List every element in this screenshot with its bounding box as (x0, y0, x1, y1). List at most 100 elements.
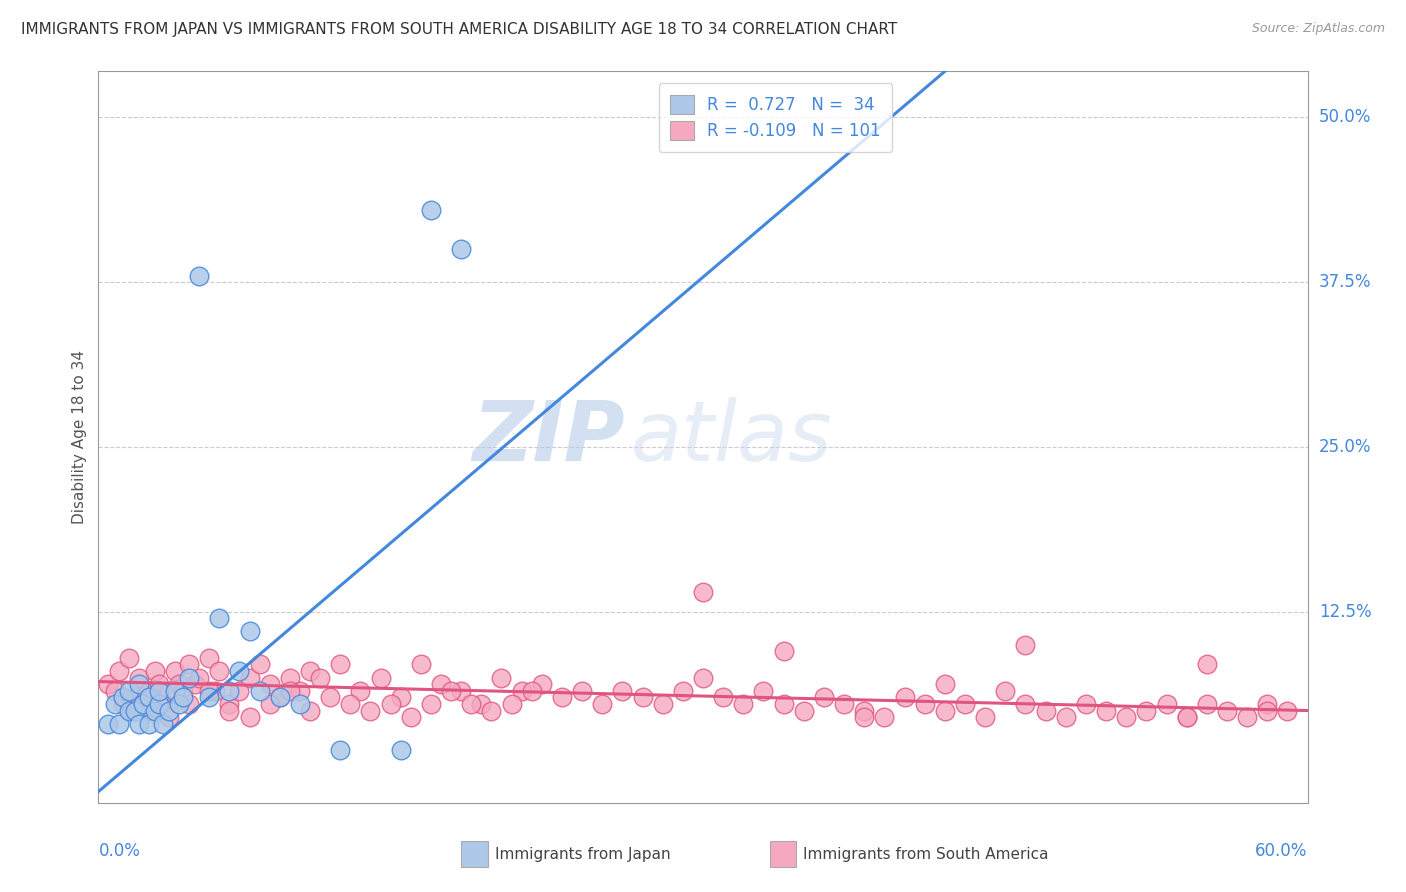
Point (269, 690, 291, 705)
Point (163, 683, 186, 698)
Point (198, 690, 221, 705)
Point (218, 697, 240, 711)
Point (692, 671, 714, 685)
Point (172, 690, 194, 705)
Point (1195, 697, 1218, 711)
Point (551, 690, 574, 705)
Point (138, 690, 160, 705)
Point (1216, 704, 1239, 718)
Point (914, 697, 936, 711)
Point (163, 664, 186, 678)
Point (269, 690, 291, 705)
Point (157, 710, 180, 724)
Point (612, 683, 634, 698)
Point (1135, 704, 1157, 718)
Point (167, 697, 190, 711)
Point (118, 704, 141, 718)
Point (1054, 710, 1077, 724)
Point (138, 683, 160, 698)
Point (299, 664, 322, 678)
Point (118, 650, 141, 665)
Point (128, 716, 150, 731)
Point (501, 697, 523, 711)
Point (360, 704, 382, 718)
Point (430, 677, 453, 691)
Point (179, 697, 201, 711)
Point (399, 710, 422, 724)
Point (389, 743, 412, 757)
Point (329, 743, 352, 757)
Point (124, 704, 146, 718)
Text: Immigrants from South America: Immigrants from South America (803, 847, 1049, 862)
Point (389, 690, 412, 705)
Point (651, 697, 673, 711)
Point (172, 683, 194, 698)
Point (249, 683, 271, 698)
Point (893, 690, 915, 705)
Legend: R =  0.727   N =  34, R = -0.109   N = 101: R = 0.727 N = 34, R = -0.109 N = 101 (659, 83, 893, 152)
Point (103, 697, 125, 711)
Point (1014, 638, 1036, 652)
Point (692, 585, 714, 599)
Point (167, 677, 190, 691)
Point (152, 697, 174, 711)
Point (832, 697, 855, 711)
Point (733, 697, 755, 711)
Point (491, 671, 513, 685)
Point (239, 624, 262, 639)
Point (510, 683, 533, 698)
Point (132, 697, 155, 711)
Point (934, 677, 956, 691)
Point (349, 683, 371, 698)
Point (1095, 704, 1118, 718)
Point (259, 677, 281, 691)
Point (309, 671, 332, 685)
Point (1236, 710, 1258, 724)
Point (953, 697, 976, 711)
Point (143, 664, 166, 678)
Point (1195, 657, 1218, 672)
Point (124, 690, 146, 705)
Point (118, 697, 141, 711)
Text: IMMIGRANTS FROM JAPAN VS IMMIGRANTS FROM SOUTH AMERICA DISABILITY AGE 18 TO 34 C: IMMIGRANTS FROM JAPAN VS IMMIGRANTS FROM… (21, 22, 897, 37)
Point (1115, 710, 1137, 724)
Point (450, 683, 472, 698)
Point (143, 704, 166, 718)
Point (631, 690, 654, 705)
Point (299, 704, 322, 718)
Point (934, 704, 956, 718)
Point (450, 242, 472, 256)
Text: ZIP: ZIP (472, 397, 624, 477)
Point (152, 716, 174, 731)
Point (138, 704, 160, 718)
Point (228, 683, 250, 698)
Point (752, 683, 775, 698)
Point (128, 671, 150, 685)
Point (772, 644, 794, 658)
Point (1277, 704, 1299, 718)
Point (772, 697, 794, 711)
Text: 12.5%: 12.5% (1319, 603, 1371, 621)
Point (239, 710, 262, 724)
Point (370, 671, 392, 685)
Point (128, 677, 150, 691)
Text: Immigrants from Japan: Immigrants from Japan (495, 847, 671, 862)
Point (1156, 697, 1178, 711)
Point (157, 704, 180, 718)
Point (107, 716, 129, 731)
Point (1175, 710, 1198, 724)
Point (974, 710, 997, 724)
Point (1256, 704, 1278, 718)
Point (204, 683, 226, 698)
Point (1035, 704, 1057, 718)
Point (319, 690, 342, 705)
Point (853, 710, 876, 724)
Point (148, 697, 170, 711)
Point (420, 697, 443, 711)
Point (420, 202, 443, 217)
Point (218, 704, 240, 718)
Point (591, 697, 613, 711)
Point (179, 657, 201, 672)
Point (97, 677, 120, 691)
Point (157, 683, 180, 698)
